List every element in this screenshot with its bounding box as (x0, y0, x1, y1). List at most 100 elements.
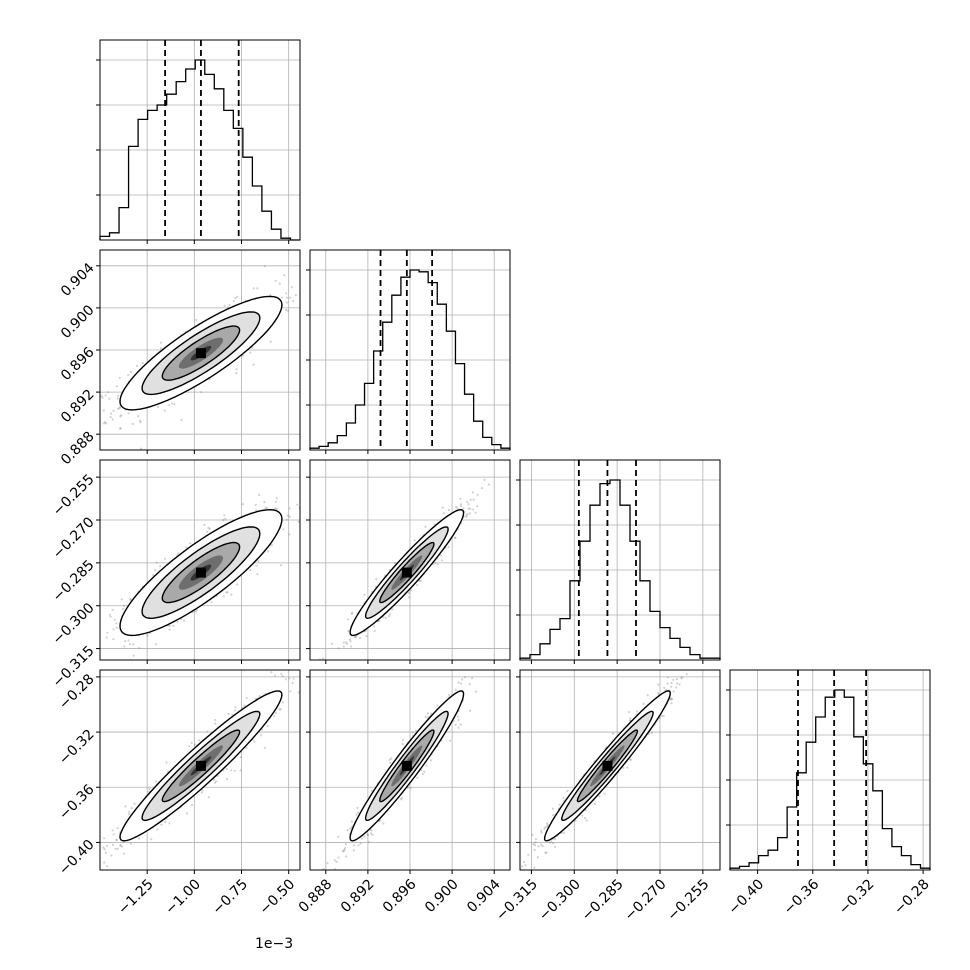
sample-point (367, 841, 370, 844)
sample-point (105, 422, 108, 425)
sample-point (215, 780, 218, 783)
sample-point (111, 829, 114, 832)
sample-point (418, 579, 421, 583)
sample-point (408, 596, 411, 599)
sample-point (455, 505, 458, 508)
sample-point (554, 845, 557, 848)
sample-point (393, 561, 396, 565)
sample-point (222, 518, 225, 522)
sample-point (289, 690, 292, 693)
sample-point (235, 372, 238, 375)
sample-point (440, 559, 444, 562)
sample-point (463, 676, 467, 679)
density-peak (401, 760, 412, 771)
sample-point (483, 478, 486, 481)
sample-point (409, 787, 412, 790)
sample-point (366, 832, 369, 836)
sample-point (239, 756, 242, 759)
sample-point (122, 608, 125, 611)
sample-point (280, 672, 283, 675)
panel-content (93, 670, 302, 875)
sample-point (363, 835, 366, 839)
sample-point (469, 498, 472, 501)
sample-point (109, 412, 113, 415)
sample-point (341, 850, 344, 853)
sample-point (137, 415, 140, 418)
sample-point (326, 862, 329, 865)
sample-point (150, 838, 153, 841)
sample-point (203, 523, 206, 526)
sample-point (280, 296, 283, 299)
sample-point (349, 827, 352, 830)
sample-point (177, 552, 180, 555)
sample-point (176, 620, 179, 623)
sample-point (436, 563, 439, 566)
sample-point (206, 530, 209, 533)
sample-point (365, 635, 368, 638)
sample-point (214, 718, 217, 722)
sample-point (241, 503, 244, 506)
sample-point (456, 507, 459, 510)
sample-point (108, 873, 110, 875)
sample-point (454, 723, 457, 726)
sample-point (425, 764, 428, 767)
sample-point (312, 288, 314, 290)
sample-point (536, 856, 539, 859)
sample-point (350, 612, 353, 616)
histogram-step-line (99, 59, 300, 241)
sample-point (384, 616, 387, 620)
sample-point (139, 419, 142, 422)
sample-point (190, 741, 193, 744)
sample-point (345, 855, 348, 858)
sample-point (194, 610, 197, 613)
sample-point (414, 729, 418, 732)
sample-point (363, 593, 366, 596)
sample-point (467, 503, 470, 506)
sample-point (359, 636, 362, 640)
sample-point (300, 682, 302, 684)
sample-point (387, 615, 391, 618)
sample-point (137, 837, 140, 840)
sample-point (119, 415, 122, 418)
sample-point (465, 515, 468, 518)
sample-point (200, 791, 203, 794)
sample-point (116, 847, 119, 851)
sample-point (129, 598, 132, 601)
sample-point (256, 573, 259, 576)
panel-content (310, 460, 510, 660)
sample-point (258, 493, 261, 496)
sample-point (419, 579, 423, 582)
sample-point (429, 759, 432, 762)
histogram-step-line (729, 689, 931, 870)
sample-point (159, 565, 162, 568)
sample-point (342, 849, 345, 853)
sample-point (183, 619, 186, 622)
panel-frame (519, 459, 721, 661)
sample-point (550, 840, 553, 843)
sample-point (135, 364, 139, 367)
sample-point (230, 593, 233, 596)
sample-point (113, 618, 116, 621)
sample-point (471, 491, 474, 494)
sample-point (129, 370, 132, 373)
sample-point (289, 296, 292, 299)
sample-point (108, 397, 111, 400)
sample-point (459, 505, 462, 508)
sample-point (342, 641, 345, 644)
sample-point (457, 718, 460, 722)
sample-point (370, 789, 373, 792)
sample-point (227, 712, 230, 716)
sample-point (285, 301, 288, 304)
sample-point (128, 643, 131, 646)
sample-point (93, 868, 95, 870)
sample-point (459, 497, 462, 500)
scatter-panel-3-1 (309, 669, 511, 871)
sample-point (670, 697, 673, 700)
sample-point (453, 536, 457, 539)
sample-point (102, 422, 105, 425)
sample-point (466, 500, 469, 504)
sample-point (461, 678, 464, 681)
sample-point (371, 833, 374, 836)
sample-point (200, 391, 203, 394)
